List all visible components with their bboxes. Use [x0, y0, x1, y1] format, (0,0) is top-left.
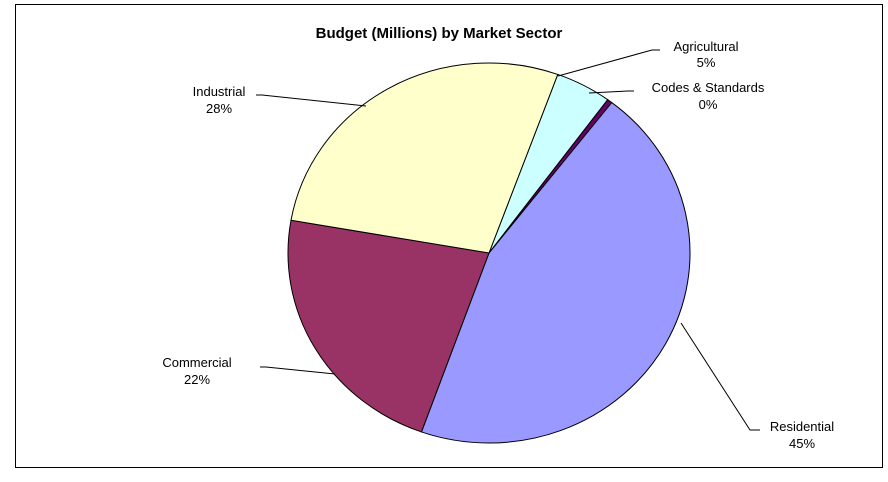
slice-labels: Agricultural 5% Codes & Standards 0% Res… [162, 39, 834, 451]
label-residential-name: Residential [770, 419, 834, 434]
pie-slices [287, 62, 691, 444]
label-industrial-name: Industrial [193, 84, 246, 99]
label-codes-standards-name: Codes & Standards [652, 80, 765, 95]
chart-title: Budget (Millions) by Market Sector [316, 25, 563, 42]
label-agricultural-name: Agricultural [673, 39, 738, 54]
label-industrial-percent: 28% [206, 101, 232, 116]
pie-slice-industrial [290, 62, 559, 254]
label-agricultural-percent: 5% [697, 55, 716, 70]
label-commercial-percent: 22% [184, 372, 210, 387]
leader-line-commercial [260, 366, 336, 375]
leader-lines [256, 49, 760, 431]
leader-line-industrial [256, 94, 367, 107]
pie-slice-residential [420, 101, 691, 444]
label-commercial-name: Commercial [162, 355, 231, 370]
pie-slice-commercial [287, 219, 490, 433]
leader-line-codes-standards [588, 90, 634, 94]
leader-line-agricultural [557, 49, 660, 77]
leader-line-residential [680, 322, 760, 431]
label-residential-percent: 45% [789, 436, 815, 451]
label-codes-standards-percent: 0% [699, 97, 718, 112]
